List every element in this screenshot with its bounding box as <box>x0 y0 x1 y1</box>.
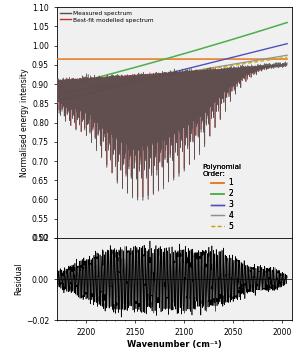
Legend: 1, 2, 3, 4, 5: 1, 2, 3, 4, 5 <box>199 161 245 234</box>
X-axis label: Wavenumber (cm⁻¹): Wavenumber (cm⁻¹) <box>127 340 222 349</box>
Y-axis label: Normalised energy intensity: Normalised energy intensity <box>20 68 29 177</box>
Y-axis label: Residual: Residual <box>14 263 23 295</box>
